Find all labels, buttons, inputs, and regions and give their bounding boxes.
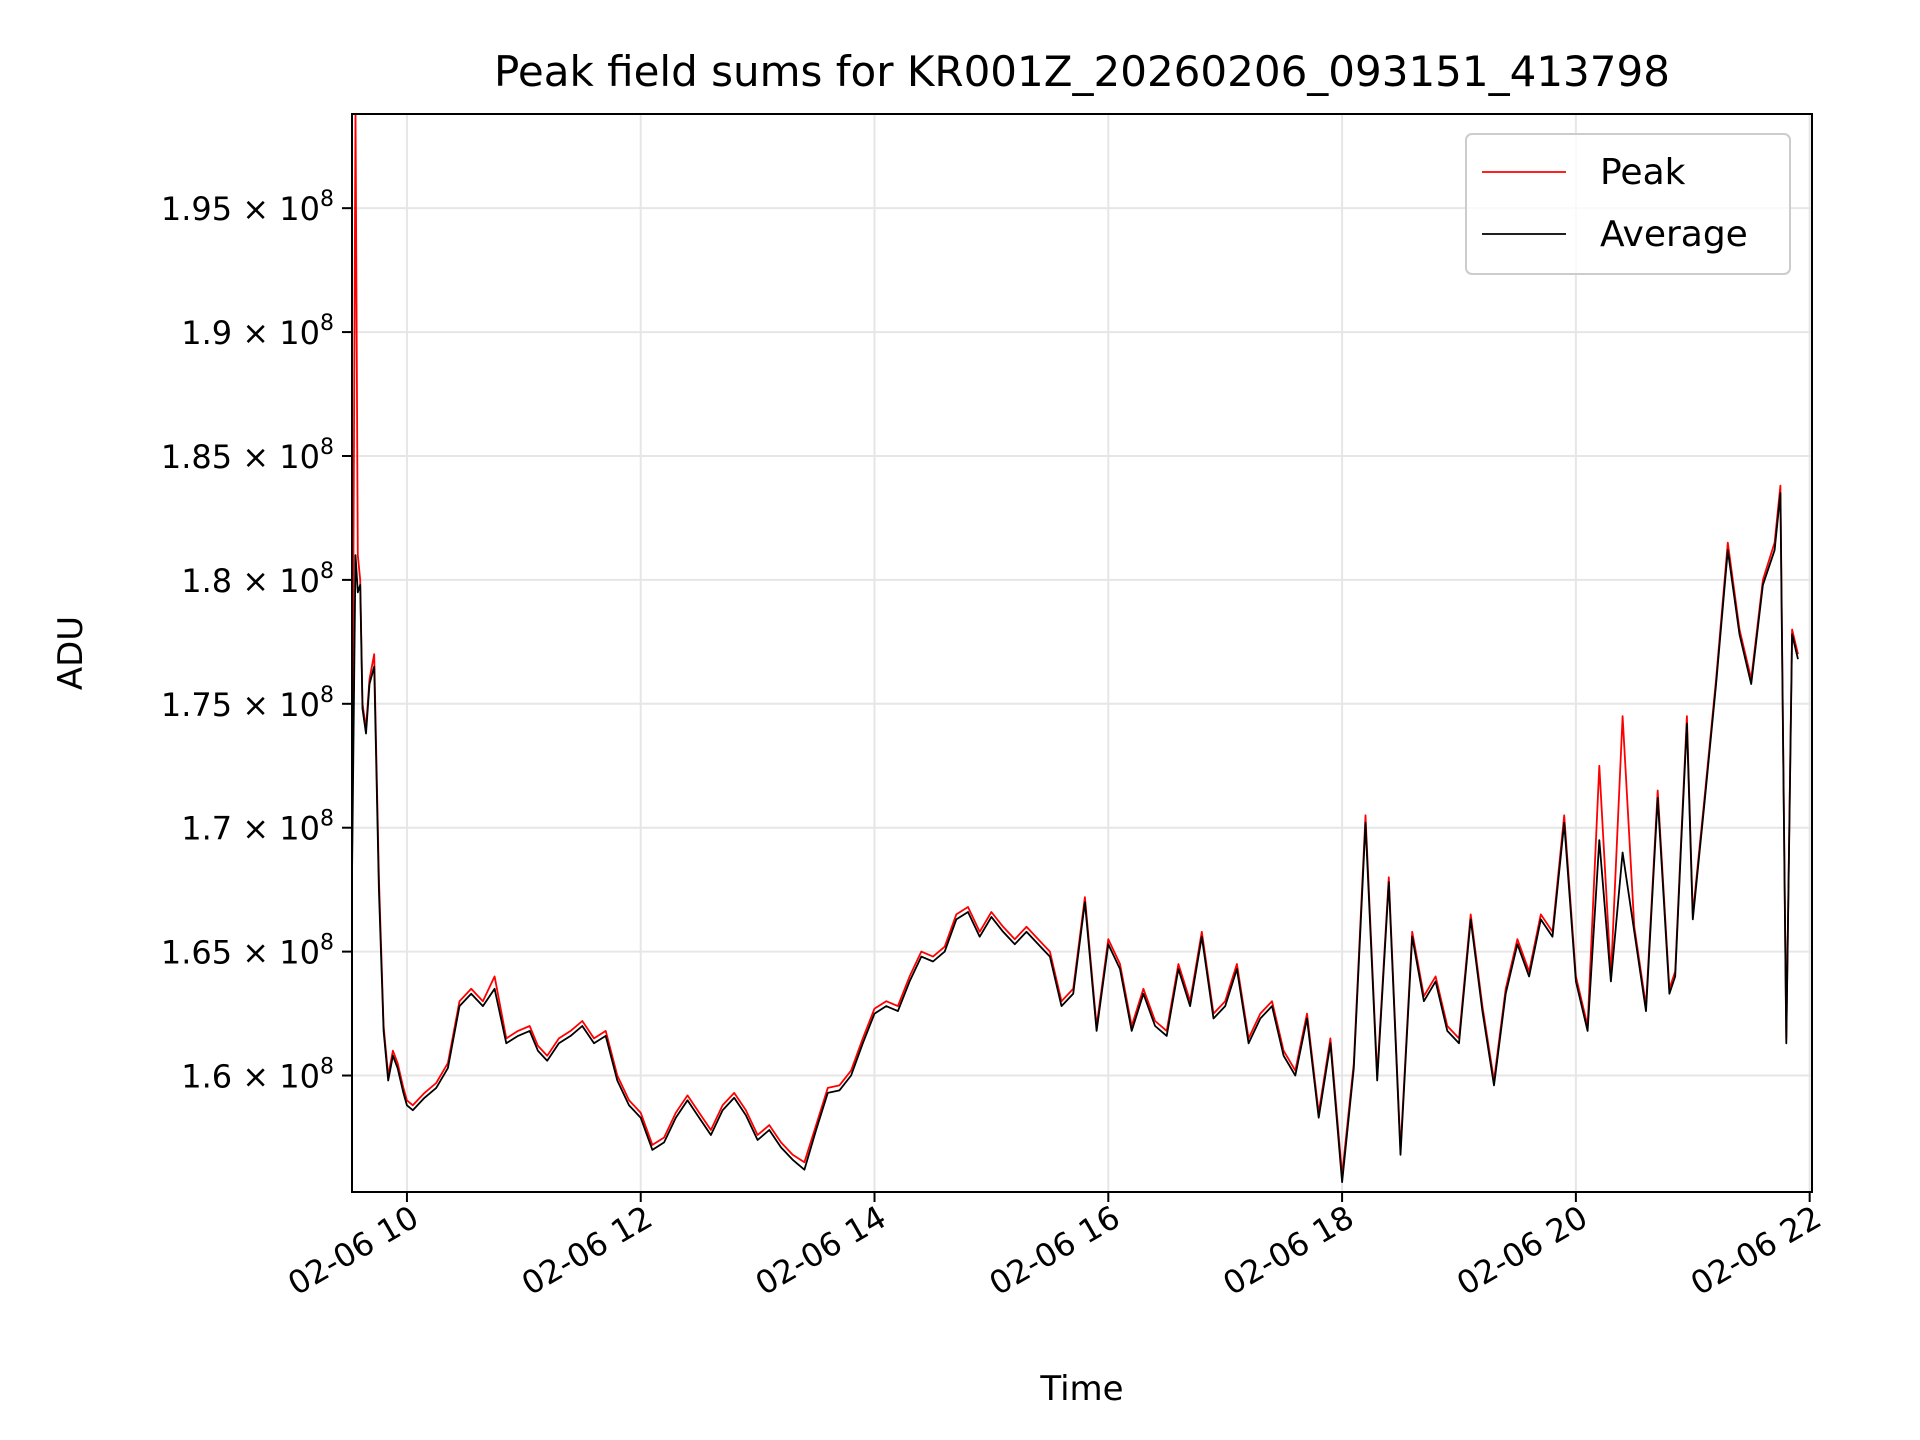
grid-lines (352, 114, 1812, 1192)
y-tick-mantissa: 1.65 (161, 934, 232, 972)
y-tick-exponent: 8 (320, 1055, 334, 1080)
chart-title: Peak field sums for KR001Z_20260206_0931… (494, 47, 1670, 96)
x-axis-label: Time (1039, 1369, 1123, 1409)
y-tick-label: 1.75 × 108 (161, 683, 334, 724)
y-tick-exponent: 8 (320, 311, 334, 336)
y-tick-exponent: 8 (320, 931, 334, 956)
y-tick-label: 1.95 × 108 (161, 187, 334, 228)
y-axis-label: ADU (51, 616, 91, 690)
series-line-average (352, 492, 1799, 1183)
y-tick-mantissa: 1.9 (181, 314, 232, 352)
legend: Peak Average (1465, 133, 1791, 275)
legend-peak-label: Peak (1600, 152, 1686, 193)
series-layer (352, 114, 1799, 1183)
y-tick-label: 1.65 × 108 (161, 931, 334, 972)
y-tick-mantissa: 1.85 (161, 438, 232, 476)
y-tick-label: 1.6 × 108 (181, 1055, 334, 1096)
y-tick-label: 1.9 × 108 (181, 311, 334, 352)
y-tick-exponent: 8 (320, 683, 334, 708)
y-tick-exponent: 8 (320, 559, 334, 584)
y-tick-mantissa: 1.6 (181, 1058, 232, 1096)
y-tick-label: 1.85 × 108 (161, 435, 334, 476)
y-tick-exponent: 8 (320, 187, 334, 212)
legend-average-label: Average (1600, 214, 1748, 255)
legend-box (1465, 133, 1791, 275)
y-tick-exponent: 8 (320, 807, 334, 832)
y-tick-mantissa: 1.75 (161, 686, 232, 724)
y-tick-mantissa: 1.7 (181, 810, 232, 848)
y-tick-mantissa: 1.8 (181, 562, 232, 600)
y-tick-exponent: 8 (320, 435, 334, 460)
plot-frame (351, 113, 1813, 1193)
y-tick-mantissa: 1.95 (161, 190, 232, 228)
y-tick-label: 1.8 × 108 (181, 559, 334, 600)
y-tick-label: 1.7 × 108 (181, 807, 334, 848)
